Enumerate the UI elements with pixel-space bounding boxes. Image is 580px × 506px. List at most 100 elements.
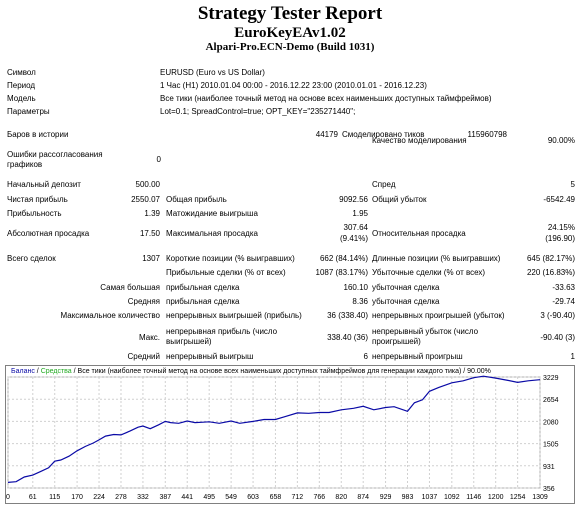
long-value: 645 (82.17%) — [526, 254, 575, 263]
stats-block: Качество моделирования 90.00% Ошибки рас… — [7, 136, 575, 361]
x-tick-label: 224 — [93, 494, 105, 501]
deposit-label: Начальный депозит — [7, 180, 81, 189]
x-tick-label: 874 — [357, 494, 369, 501]
average-l-value: -29.74 — [552, 297, 575, 306]
expected-value: 1.95 — [352, 209, 368, 218]
profittrades-label: Прибыльные сделки (% от всех) — [166, 268, 286, 277]
x-tick-label: 766 — [313, 494, 325, 501]
info-label: Символ — [7, 67, 36, 77]
info-row-period: Период 1 Час (H1) 2010.01.04 00:00 - 201… — [5, 79, 577, 92]
losstrades-value: 220 (16.83%) — [526, 268, 575, 277]
x-tick-label: 1037 — [422, 494, 438, 501]
max-label: Макс. — [138, 333, 160, 342]
pf-label: Прибыльность — [7, 209, 62, 218]
info-label: Период — [7, 80, 36, 90]
info-value: Lot=0.1; SpreadControl=true; OPT_KEY="23… — [160, 107, 356, 116]
x-tick-label: 441 — [181, 494, 193, 501]
pf-value: 1.39 — [144, 209, 160, 218]
stat-label: 115960798 Смоделировано тиков — [342, 130, 507, 139]
maxcount-p-value: 36 (338.40) — [327, 311, 368, 320]
x-tick-label: 820 — [335, 494, 347, 501]
short-label: Короткие позиции (% выигравших) — [166, 254, 295, 263]
balance-chart: 3229 2654 2080 1505 931 356 0 61 115 170 224 278 332… — [5, 365, 575, 504]
x-tick-label: 1200 — [488, 494, 504, 501]
absdd-label: Абсолютная просадка — [7, 229, 90, 238]
losstrades-label: Убыточные сделки (% от всех) — [372, 268, 486, 277]
y-tick-label: 931 — [543, 464, 555, 471]
max-p-label: непрерывная прибыль (число выигрышей) — [166, 327, 278, 346]
x-tick-label: 712 — [292, 494, 304, 501]
x-tick-label: 495 — [203, 494, 215, 501]
y-tick-label: 2080 — [543, 419, 559, 426]
stat-label: Баров в истории — [7, 130, 69, 139]
deposit-value: 500.00 — [135, 180, 160, 189]
maxcount-l-value: 3 (-90.40) — [540, 311, 575, 320]
x-tick-label: 1254 — [510, 494, 526, 501]
avgcons-l-value: 1 — [570, 352, 575, 361]
y-tick-label: 1505 — [543, 442, 559, 449]
legend-balance: Баланс — [11, 368, 35, 375]
absdd-value: 17.50 — [139, 229, 160, 238]
x-tick-label: 983 — [402, 494, 414, 501]
ea-name: EuroKeyEAv1.02 — [234, 25, 346, 41]
profittrades-value: 1087 (83.17%) — [315, 268, 368, 277]
reldd-label: Относительная просадка — [372, 229, 466, 238]
info-label: Параметры — [7, 107, 50, 116]
broker-name: Alpari-Pro.ECN-Demo (Build 1031) — [205, 41, 375, 53]
stat-value: 44179 — [315, 130, 338, 139]
y-tick-label: 2654 — [543, 397, 559, 404]
x-tick-label: 332 — [137, 494, 149, 501]
trades-value: 1307 — [142, 254, 160, 263]
avgcons-label: Средний — [127, 352, 160, 361]
quality-label: Качество моделирования — [372, 136, 467, 145]
maxcount-l-label: непрерывных проигрышей (убыток) — [372, 311, 505, 320]
x-tick-label: 1092 — [444, 494, 460, 501]
average-p-value: 8.36 — [352, 297, 368, 306]
avgcons-l-label: непрерывный проигрыш — [372, 352, 463, 361]
largest-l-label: убыточная сделка — [372, 283, 440, 292]
info-value: EURUSD (Euro vs US Dollar) — [160, 67, 265, 77]
x-tick-label: 61 — [29, 494, 37, 501]
netprofit-value: 2550.07 — [131, 195, 160, 204]
largest-p-value: 160.10 — [343, 283, 368, 292]
long-label: Длинные позиции (% выигравших) — [372, 254, 501, 263]
avgcons-p-value: 6 — [363, 352, 368, 361]
errors-value: 0 — [156, 155, 161, 164]
info-value: 1 Час (H1) 2010.01.04 00:00 - 2016.12.22… — [160, 80, 427, 90]
grossprofit-value: 9092.56 — [339, 195, 368, 204]
report-title: Strategy Tester Report — [197, 3, 383, 24]
info-label: Модель — [7, 93, 36, 103]
stats-row: Баров в истории 44179 115960798 Смоделиро… — [5, 129, 577, 141]
report-table: Символ EURUSD (Euro vs US Dollar) Период… — [5, 66, 577, 141]
grossloss-label: Общий убыток — [372, 195, 427, 204]
x-tick-label: 387 — [159, 494, 171, 501]
x-tick-label: 1146 — [466, 494, 481, 501]
average-label: Средняя — [127, 297, 160, 306]
max-l-value: -90.40 (3) — [540, 333, 575, 342]
expected-label: Матожидание выигрыша — [166, 209, 258, 218]
balance-series-line — [7, 375, 541, 483]
maxdd-value: 307.64 — [343, 223, 368, 232]
x-tick-label: 549 — [225, 494, 237, 501]
spread-label: Спред — [372, 180, 396, 189]
average-p-label: прибыльная сделка — [166, 297, 240, 306]
spread-value: 5 — [570, 180, 575, 189]
legend-sep: / — [34, 368, 41, 375]
maxdd-pct: (9.41%) — [339, 234, 368, 243]
quality-value: 90.00% — [547, 136, 575, 145]
x-tick-label: 929 — [380, 494, 392, 501]
largest-l-value: -33.63 — [552, 283, 575, 292]
reldd-value: 24.15% — [547, 223, 575, 232]
maxcount-label: Максимальное количество — [60, 311, 160, 320]
reldd-abs: (196.90) — [545, 234, 575, 243]
avgcons-p-label: непрерывный выигрыш — [166, 352, 254, 361]
errors-label: Ошибки рассогласования графиков — [7, 150, 103, 169]
x-tick-label: 603 — [247, 494, 259, 501]
y-tick-label: 3229 — [543, 375, 559, 382]
chart-legend: Баланс / Средства / Все тики (наиболее т… — [11, 368, 491, 375]
max-l-label: непрерывный убыток (число проигрышей) — [372, 327, 479, 346]
largest-label: Самая большая — [100, 283, 160, 292]
average-l-label: убыточная сделка — [372, 297, 440, 306]
chart-frame — [5, 365, 575, 504]
grossloss-value: -6542.49 — [543, 195, 575, 204]
